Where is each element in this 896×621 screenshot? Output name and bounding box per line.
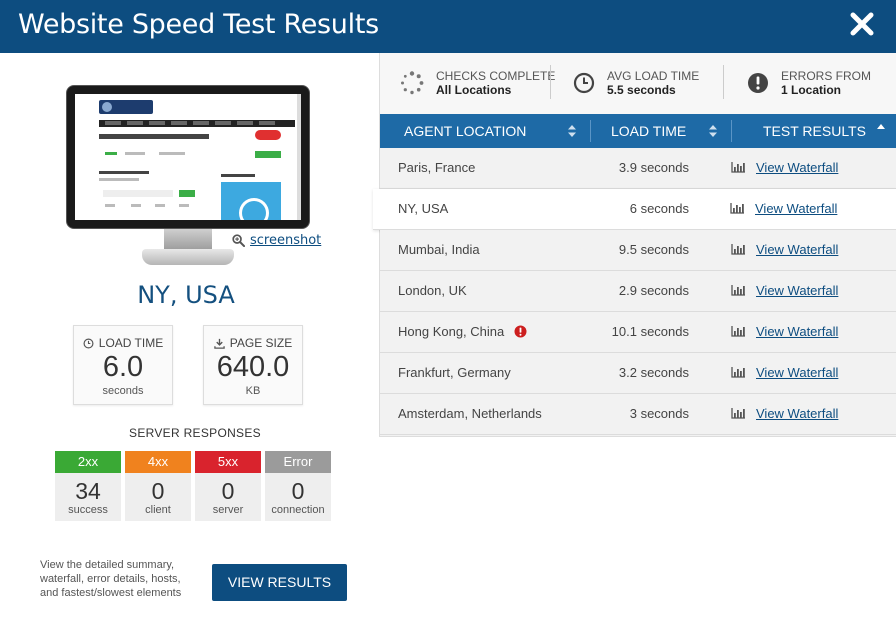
alert-icon [748,73,768,93]
website-preview-image [75,94,301,220]
load-time-label: LOAD TIME [98,336,164,350]
sort-icon[interactable] [709,125,717,137]
table-row[interactable]: Hong Kong, China 10.1 seconds View Waterfa… [380,312,896,353]
load-time-box: LOAD TIME 6.0 seconds [73,325,173,405]
view-waterfall-link[interactable]: View Waterfall [756,160,839,175]
row-location: London, UK [398,283,467,298]
view-waterfall-link[interactable]: View Waterfall [756,324,839,339]
row-load-time: 6 seconds [629,201,689,216]
monitor-bezel [66,85,310,229]
close-icon[interactable] [846,8,878,40]
view-waterfall-link[interactable]: View Waterfall [756,365,839,380]
error-icon[interactable] [514,325,527,338]
response-caption: client [145,504,171,516]
waterfall-chart-icon [730,203,744,214]
response-count: 0 [221,478,235,504]
avg-load-time: AVG LOAD TIME 5.5 seconds [573,63,699,103]
row-location: Frankfurt, Germany [398,365,511,380]
avg-value: 5.5 seconds [607,83,676,97]
response-4xx: 4xx 0 client [125,451,191,521]
results-table-header: AGENT LOCATION LOAD TIME TEST RESULTS [380,114,896,148]
table-row[interactable]: Paris, France 3.9 seconds View Waterfall [380,148,896,189]
page-size-label: PAGE SIZE [229,336,293,350]
response-code: Error [265,451,331,473]
column-agent-location[interactable]: AGENT LOCATION [404,123,527,139]
response-caption: server [212,504,244,516]
screenshot-thumbnail[interactable] [66,85,310,285]
row-location: Hong Kong, China [398,324,505,339]
response-code: 2xx [55,451,121,473]
errors-from: ERRORS FROM 1 Location [747,63,871,103]
response-code: 5xx [195,451,261,473]
view-waterfall-link[interactable]: View Waterfall [756,406,839,421]
results-panel: CHECKS COMPLETE All Locations AVG LOAD TI… [373,53,896,437]
load-time-value: 6.0 [102,351,144,383]
response-2xx: 2xx 34 success [55,451,121,521]
table-row[interactable]: Mumbai, India 9.5 seconds View Waterfall [380,230,896,271]
row-location: NY, USA [398,201,449,216]
response-code: 4xx [125,451,191,473]
response-caption: success [68,504,108,516]
response-count: 0 [291,478,305,504]
server-responses-title: SERVER RESPONSES [129,426,261,440]
response-count: 0 [151,478,165,504]
monitor-stand [164,229,212,251]
row-load-time: 9.5 seconds [618,242,689,257]
response-count: 34 [75,478,101,504]
avg-label: AVG LOAD TIME [607,69,700,83]
row-load-time: 2.9 seconds [618,283,689,298]
location-detail-panel: screenshot NY, USA LOAD TIME 6.0 seconds… [0,53,378,621]
response-5xx: 5xx 0 server [195,451,261,521]
checks-value: All Locations [436,83,512,97]
response-caption: connection [271,504,325,516]
page-size-box: PAGE SIZE 640.0 KB [203,325,303,405]
modal-header: Website Speed Test Results [0,0,896,53]
waterfall-chart-icon [731,285,745,296]
view-waterfall-link[interactable]: View Waterfall [756,242,839,257]
column-test-results[interactable]: TEST RESULTS [763,123,866,139]
row-location: Paris, France [398,160,476,175]
table-row[interactable]: Frankfurt, Germany 3.2 seconds View Waterf… [380,353,896,394]
row-location: Mumbai, India [398,242,480,257]
clock-icon [83,338,94,348]
waterfall-chart-icon [731,244,745,255]
errors-label: ERRORS FROM [781,69,871,83]
monitor-base [142,249,234,265]
row-load-time: 3 seconds [629,406,689,421]
clock-icon [573,72,595,94]
zoom-icon [232,234,245,247]
selected-location: NY, USA [137,281,235,309]
download-icon [214,338,225,349]
row-location: Amsterdam, Netherlands [398,406,542,421]
load-time-unit: seconds [102,385,144,397]
waterfall-chart-icon [731,408,745,419]
results-description: View the detailed summary, waterfall, er… [40,559,182,599]
waterfall-chart-icon [731,162,745,173]
screenshot-link[interactable]: screenshot [232,233,321,248]
sort-asc-icon[interactable] [877,124,885,130]
summary-bar: CHECKS COMPLETE All Locations AVG LOAD TI… [380,53,896,114]
screenshot-link-label[interactable]: screenshot [250,233,322,248]
response-error: Error 0 connection [265,451,331,521]
errors-value: 1 Location [781,83,842,97]
view-waterfall-link[interactable]: View Waterfall [755,201,838,216]
row-load-time: 3.9 seconds [618,160,689,175]
sort-icon[interactable] [568,125,576,137]
checks-complete: CHECKS COMPLETE All Locations [400,63,555,103]
row-load-time: 3.2 seconds [618,365,689,380]
table-row[interactable]: London, UK 2.9 seconds View Waterfall [380,271,896,312]
view-waterfall-link[interactable]: View Waterfall [756,283,839,298]
page-size-value: 640.0 [216,351,290,383]
waterfall-chart-icon [731,367,745,378]
page-title: Website Speed Test Results [18,9,379,40]
row-load-time: 10.1 seconds [611,324,689,339]
waterfall-chart-icon [731,326,745,337]
column-load-time[interactable]: LOAD TIME [611,123,687,139]
checks-label: CHECKS COMPLETE [436,69,556,83]
table-row[interactable]: NY, USA 6 seconds View Waterfall [373,189,896,230]
spinner-icon [401,71,424,95]
table-row[interactable]: Amsterdam, Netherlands 3 seconds View Wate… [380,394,896,435]
view-results-button[interactable]: VIEW RESULTS [212,564,347,601]
page-size-unit: KB [245,385,261,397]
